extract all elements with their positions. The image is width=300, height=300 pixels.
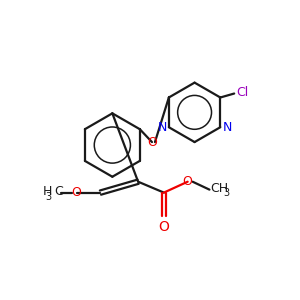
Text: CH: CH: [210, 182, 229, 195]
Text: Cl: Cl: [236, 86, 248, 99]
Text: N: N: [158, 121, 167, 134]
Text: O: O: [158, 220, 169, 234]
Text: O: O: [72, 186, 82, 199]
Text: O: O: [183, 175, 193, 188]
Text: H: H: [43, 185, 52, 198]
Text: C: C: [54, 185, 63, 198]
Text: 3: 3: [46, 192, 52, 202]
Text: O: O: [147, 136, 157, 148]
Text: 3: 3: [223, 188, 230, 198]
Text: N: N: [222, 121, 232, 134]
